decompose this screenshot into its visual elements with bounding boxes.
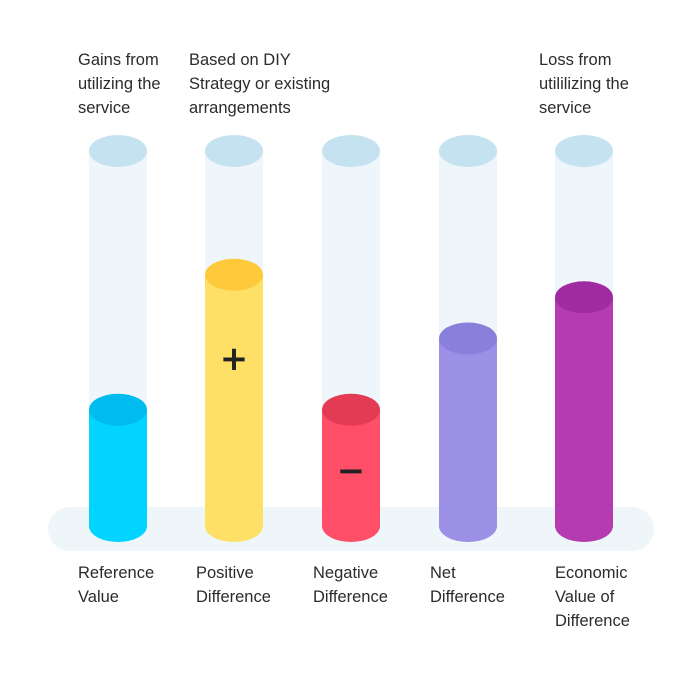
fill-top bbox=[439, 322, 497, 355]
tube-cap bbox=[89, 135, 147, 167]
tube-cap bbox=[439, 135, 497, 167]
fill-top bbox=[205, 258, 263, 291]
label-reference-value: Reference Value bbox=[78, 564, 155, 606]
label-gains-from-service: Gains from utilizing the service bbox=[78, 51, 161, 117]
label-loss-from-service: Loss from utililizing the service bbox=[539, 51, 629, 117]
label-diy-strategy: Based on DIY Strategy or existing arrang… bbox=[189, 51, 331, 117]
cylinder-positive-difference: + bbox=[205, 135, 263, 542]
label-economic-value-of-difference: Economic Value of Difference bbox=[555, 564, 630, 630]
fill-bar bbox=[89, 409, 147, 542]
fill-bar bbox=[439, 338, 497, 542]
label-negative-difference: Negative Difference bbox=[313, 564, 388, 606]
cylinder-net-difference bbox=[439, 135, 497, 542]
fill-top bbox=[322, 393, 380, 426]
label-positive-difference: Positive Difference bbox=[196, 564, 271, 606]
minus-sign: − bbox=[337, 451, 366, 491]
fill-bar bbox=[205, 274, 263, 542]
tube-cap bbox=[322, 135, 380, 167]
fill-top bbox=[89, 393, 147, 426]
plus-sign: + bbox=[220, 339, 249, 379]
cylinder-reference-value bbox=[89, 135, 147, 542]
cylinder-negative-difference: − bbox=[322, 135, 380, 542]
fill-top bbox=[555, 281, 613, 314]
label-net-difference: Net Difference bbox=[430, 564, 505, 606]
fill-bar bbox=[555, 297, 613, 542]
tube-cap bbox=[205, 135, 263, 167]
fill-bar bbox=[322, 409, 380, 542]
tube-cap bbox=[555, 135, 613, 167]
cylinder-economic-value bbox=[555, 135, 613, 542]
